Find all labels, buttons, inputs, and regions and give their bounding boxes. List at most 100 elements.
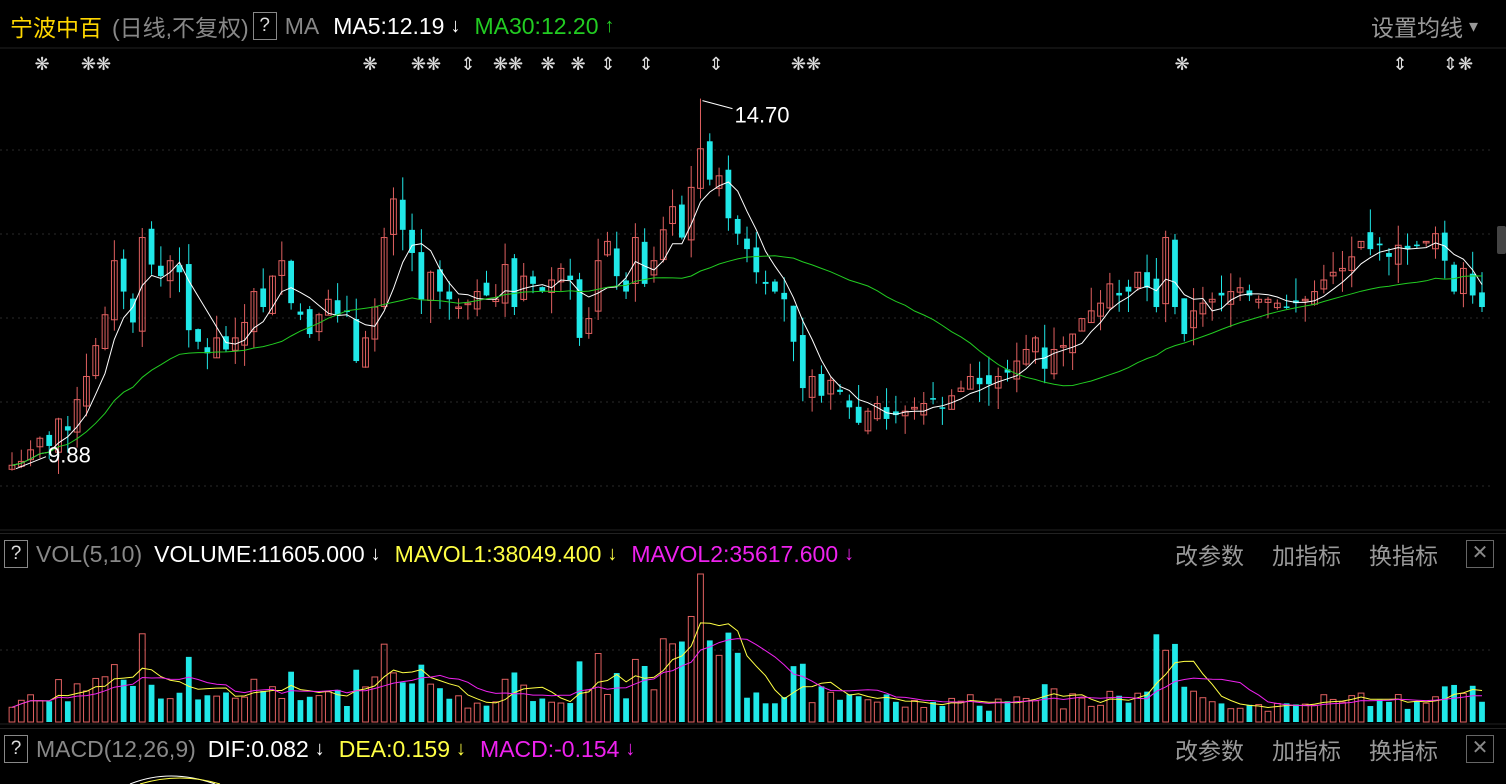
mavol2-line bbox=[11, 638, 1482, 708]
candle-down bbox=[576, 279, 583, 338]
candle-down bbox=[297, 311, 304, 315]
volume-bar-down bbox=[46, 701, 53, 722]
volume-bar-up bbox=[1348, 695, 1356, 723]
candle-up bbox=[1460, 267, 1467, 295]
volume-bar-up bbox=[1301, 703, 1309, 723]
candle-up bbox=[669, 206, 676, 225]
volume-value: VOLUME:11605.000 bbox=[154, 540, 365, 567]
candle-down bbox=[986, 375, 992, 385]
volume-bar-down bbox=[176, 692, 183, 722]
candle-down bbox=[483, 282, 490, 296]
candle-up bbox=[1059, 345, 1067, 348]
candle-up bbox=[83, 375, 90, 407]
period-label: (日线,不复权) bbox=[112, 15, 249, 41]
volume-bar-up bbox=[362, 686, 369, 723]
candle-up bbox=[1255, 298, 1263, 303]
volume-arrow-icon: ↓ bbox=[370, 542, 381, 565]
volume-bar-up bbox=[604, 693, 611, 723]
ma-settings-button[interactable]: 设置均线 bbox=[1370, 15, 1463, 41]
candle-down bbox=[530, 276, 536, 284]
macd-change-params-button[interactable]: 改参数 bbox=[1175, 738, 1244, 764]
candle-up bbox=[920, 403, 928, 416]
candle-down bbox=[939, 407, 946, 409]
volume-bar-down bbox=[1153, 634, 1160, 722]
candle-down bbox=[437, 269, 443, 292]
help-button[interactable]: ? bbox=[252, 12, 277, 40]
candle-up bbox=[110, 260, 118, 321]
vol-switch-indicator-button[interactable]: 换指标 bbox=[1369, 543, 1438, 569]
candle-up bbox=[594, 260, 602, 312]
volume-bar-down bbox=[539, 698, 546, 722]
candle-down bbox=[762, 281, 769, 284]
macd-switch-indicator-button[interactable]: 换指标 bbox=[1369, 738, 1438, 764]
vol-help-button[interactable]: ? bbox=[4, 540, 28, 568]
volume-bar-up bbox=[911, 699, 918, 723]
candle-down bbox=[288, 260, 294, 304]
volume-bar-up bbox=[455, 695, 462, 723]
volume-bar-down bbox=[418, 664, 425, 722]
volume-bar-up bbox=[1460, 692, 1467, 723]
mavol1-line bbox=[11, 622, 1483, 709]
candle-up bbox=[1078, 318, 1086, 332]
volume-bar-down bbox=[1004, 701, 1011, 722]
vol-change-params-button[interactable]: 改参数 bbox=[1175, 543, 1244, 569]
candle-down bbox=[334, 300, 341, 315]
volume-bar-up bbox=[269, 686, 276, 723]
volume-bar-down bbox=[297, 700, 304, 722]
candle-up bbox=[213, 337, 221, 359]
candle-down bbox=[1181, 298, 1188, 335]
candle-down bbox=[976, 377, 983, 385]
volume-bar-up bbox=[1087, 705, 1095, 723]
candle-up bbox=[873, 403, 881, 420]
volume-bar-down bbox=[1469, 685, 1476, 722]
vertical-scrollbar bbox=[1497, 226, 1506, 254]
candle-down bbox=[306, 309, 313, 335]
volume-bar-down bbox=[223, 692, 229, 722]
volume-bar-down bbox=[437, 688, 443, 722]
volume-bar-up bbox=[1190, 690, 1197, 723]
volume-bar-up bbox=[1069, 693, 1077, 723]
volume-bar-up bbox=[73, 683, 81, 723]
candle-up bbox=[557, 267, 565, 283]
volume-bar-down bbox=[344, 706, 350, 722]
chevron-down-icon[interactable]: ▾ bbox=[1468, 15, 1478, 36]
volume-bar-up bbox=[27, 694, 34, 723]
volume-bar-up bbox=[585, 689, 593, 723]
candle-up bbox=[1357, 240, 1365, 249]
candle-down bbox=[1218, 292, 1225, 296]
candle-down bbox=[1283, 306, 1290, 308]
volume-bar-up bbox=[1059, 708, 1067, 723]
volume-bar-up bbox=[1264, 710, 1272, 723]
candle-down bbox=[725, 169, 732, 219]
candle-up bbox=[1013, 360, 1021, 380]
macd-close-icon[interactable]: ✕ bbox=[1466, 735, 1494, 763]
candle-down bbox=[1172, 239, 1178, 308]
macd-add-indicator-button[interactable]: 加指标 bbox=[1272, 738, 1341, 764]
candle-down bbox=[1441, 232, 1448, 261]
volume-bar-up bbox=[427, 683, 435, 723]
candle-up bbox=[1320, 279, 1328, 290]
volume-bar-up bbox=[1097, 704, 1104, 723]
vol-close-icon[interactable]: ✕ bbox=[1466, 540, 1494, 568]
vol-add-indicator-button[interactable]: 加指标 bbox=[1272, 543, 1341, 569]
event-marker-icon: ❋ bbox=[540, 54, 555, 75]
volume-bar-down bbox=[511, 672, 518, 722]
candle-up bbox=[1227, 291, 1235, 305]
volume-bar-up bbox=[1227, 708, 1235, 723]
candle-down bbox=[753, 247, 760, 273]
volume-bar-up bbox=[473, 702, 481, 723]
candle-down bbox=[130, 298, 136, 323]
volume-bar-down bbox=[260, 690, 267, 722]
macd-help-button[interactable]: ? bbox=[4, 735, 28, 763]
candle-down bbox=[1246, 290, 1253, 296]
candle-down bbox=[855, 406, 862, 423]
event-marker-icon: ⇕ bbox=[638, 54, 653, 75]
dif-value: DIF:0.082 bbox=[207, 735, 309, 762]
volume-bar-down bbox=[334, 689, 341, 722]
candle-down bbox=[1469, 273, 1476, 296]
candle-down bbox=[1367, 232, 1374, 250]
candle-down bbox=[706, 141, 713, 180]
volume-bar-down bbox=[799, 663, 806, 722]
volume-bar-up bbox=[390, 672, 397, 723]
